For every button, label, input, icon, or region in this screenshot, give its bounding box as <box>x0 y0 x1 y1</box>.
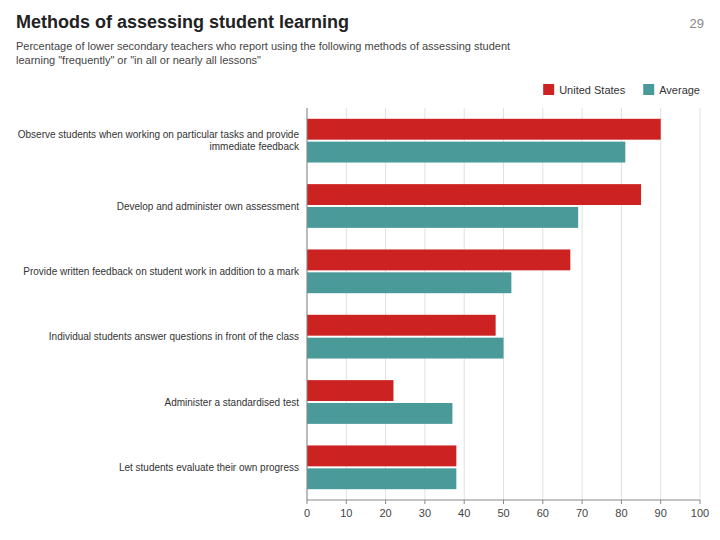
grid-line <box>464 108 465 500</box>
grid-line <box>700 108 701 500</box>
grid-line <box>621 108 622 500</box>
tick-mark <box>424 500 425 504</box>
tick-mark <box>464 500 465 504</box>
legend: United States Average <box>543 84 700 96</box>
tick-label: 30 <box>419 507 431 519</box>
bar <box>307 338 504 359</box>
tick-label: 100 <box>691 507 709 519</box>
grid-line <box>424 108 425 500</box>
text-line: Let students evaluate their own progress <box>119 462 299 473</box>
tick-label: 60 <box>537 507 549 519</box>
category-label: Observe students when working on particu… <box>18 129 300 152</box>
tick-mark <box>700 500 701 504</box>
tick-mark <box>503 500 504 504</box>
grid-line <box>346 108 347 500</box>
grid-line <box>542 108 543 500</box>
grid-line <box>307 108 308 500</box>
text-line: Provide written feedback on student work… <box>23 266 300 277</box>
y-axis-line <box>307 108 308 500</box>
bar <box>307 380 393 401</box>
tick-label: 80 <box>615 507 627 519</box>
tick-label: 50 <box>497 507 509 519</box>
tick-mark <box>542 500 543 504</box>
tick-label: 90 <box>655 507 667 519</box>
page-number: 29 <box>690 16 704 31</box>
tick-label: 10 <box>340 507 352 519</box>
text-line: Percentage of lower secondary teachers w… <box>16 40 510 52</box>
bar <box>307 119 661 140</box>
category-labels: Observe students when working on particu… <box>18 129 300 473</box>
bar <box>307 207 578 228</box>
category-label: Individual students answer questions in … <box>49 331 299 342</box>
chart-container: 29 Methods of assessing student learning P… <box>0 0 720 540</box>
grid-line <box>582 108 583 500</box>
bar <box>307 445 456 466</box>
x-axis-line <box>307 500 700 501</box>
bar <box>307 142 625 163</box>
tick-label: 70 <box>576 507 588 519</box>
tick-mark <box>582 500 583 504</box>
text-line: Individual students answer questions in … <box>49 331 299 342</box>
category-label: Develop and administer own assessment <box>117 201 300 212</box>
bar <box>307 403 452 424</box>
subtitle: Percentage of lower secondary teachers w… <box>16 40 510 66</box>
text-line: learning "frequently" or "in all or near… <box>16 54 261 66</box>
category-label: Administer a standardised test <box>164 397 299 408</box>
legend-swatch <box>543 84 554 95</box>
tick-mark <box>346 500 347 504</box>
tick-mark <box>621 500 622 504</box>
title: Methods of assessing student learning <box>16 12 349 32</box>
tick-mark <box>307 500 308 504</box>
tick-label: 20 <box>379 507 391 519</box>
legend-label: Average <box>659 84 700 96</box>
grid-line <box>503 108 504 500</box>
legend-label: United States <box>559 84 626 96</box>
bar <box>307 315 496 336</box>
tick-label: 40 <box>458 507 470 519</box>
category-label: Provide written feedback on student work… <box>23 266 300 277</box>
category-label: Let students evaluate their own progress <box>119 462 299 473</box>
tick-label: 0 <box>304 507 310 519</box>
bar <box>307 468 456 489</box>
tick-mark <box>660 500 661 504</box>
bar <box>307 272 511 293</box>
tick-mark <box>385 500 386 504</box>
bar <box>307 249 570 270</box>
chart-svg: 29 Methods of assessing student learning P… <box>0 0 720 540</box>
grid-line <box>660 108 661 500</box>
text-line: Administer a standardised test <box>164 397 299 408</box>
text-line: Observe students when working on particu… <box>18 129 300 140</box>
legend-swatch <box>643 84 654 95</box>
bar <box>307 184 641 205</box>
bars <box>307 119 661 489</box>
grid <box>307 108 700 504</box>
text-line: immediate feedback <box>210 141 300 152</box>
grid-line <box>385 108 386 500</box>
text-line: Develop and administer own assessment <box>117 201 300 212</box>
